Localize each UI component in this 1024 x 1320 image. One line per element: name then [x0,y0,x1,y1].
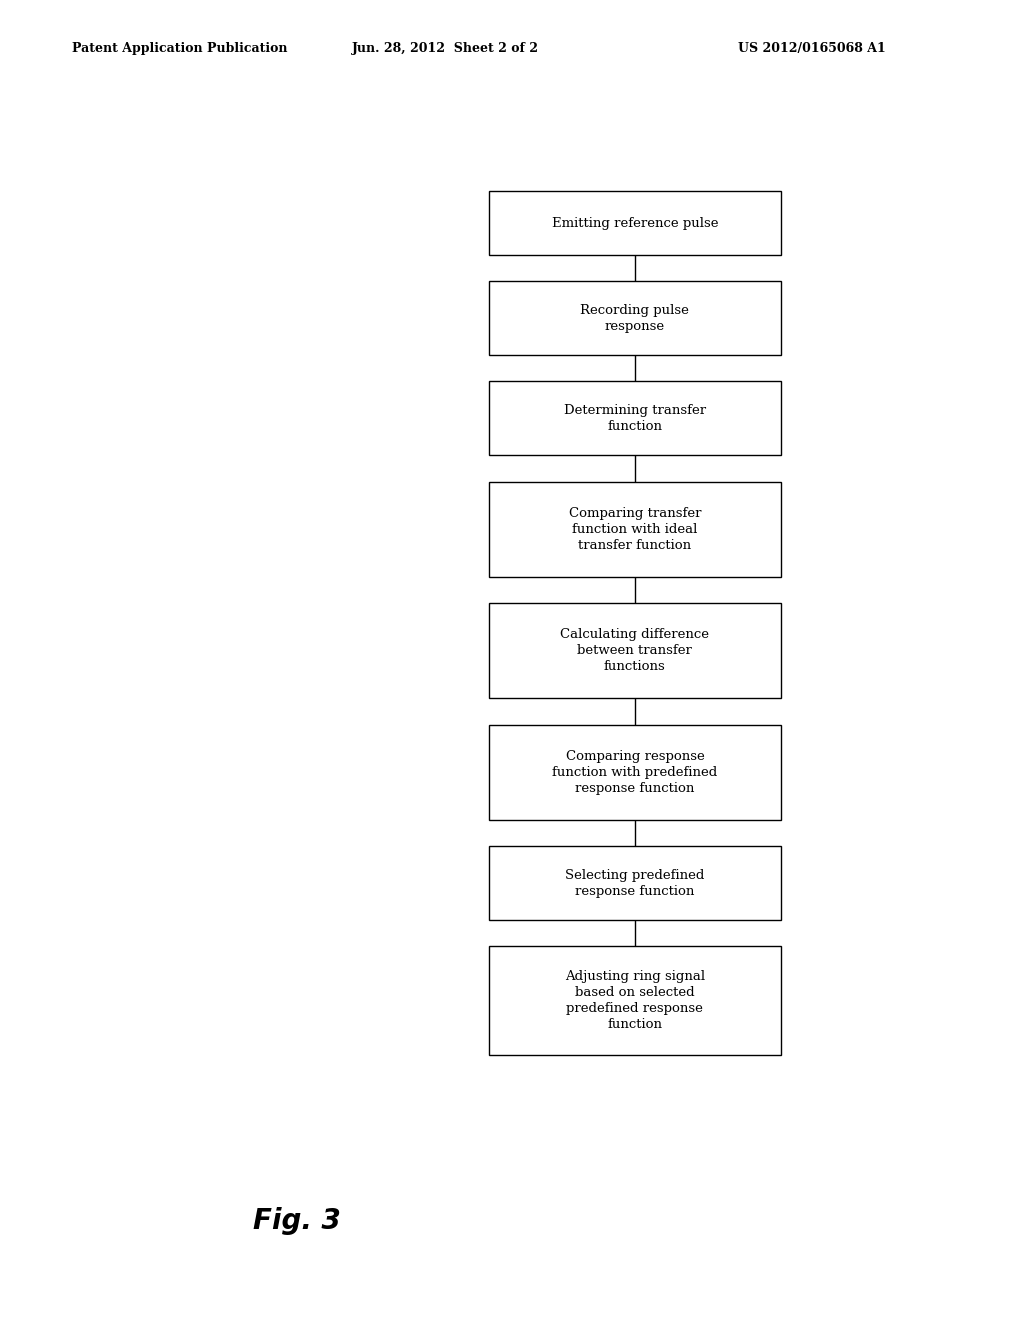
Text: Patent Application Publication: Patent Application Publication [72,42,287,55]
Bar [489,381,780,455]
Bar [489,482,780,577]
Bar [489,603,780,698]
Text: Comparing response
function with predefined
response function: Comparing response function with predefi… [552,750,718,795]
Bar [489,281,780,355]
Text: Jun. 28, 2012  Sheet 2 of 2: Jun. 28, 2012 Sheet 2 of 2 [352,42,539,55]
Text: Determining transfer
function: Determining transfer function [564,404,706,433]
Text: Comparing transfer
function with ideal
transfer function: Comparing transfer function with ideal t… [568,507,701,552]
Bar [489,946,780,1055]
Text: Adjusting ring signal
based on selected
predefined response
function: Adjusting ring signal based on selected … [565,970,705,1031]
Bar [489,725,780,820]
Bar [489,846,780,920]
Text: Calculating difference
between transfer
functions: Calculating difference between transfer … [560,628,710,673]
Text: Fig. 3: Fig. 3 [253,1206,341,1236]
Text: US 2012/0165068 A1: US 2012/0165068 A1 [738,42,886,55]
Text: Emitting reference pulse: Emitting reference pulse [552,216,718,230]
Text: Recording pulse
response: Recording pulse response [581,304,689,333]
Bar [489,191,780,255]
Text: Selecting predefined
response function: Selecting predefined response function [565,869,705,898]
